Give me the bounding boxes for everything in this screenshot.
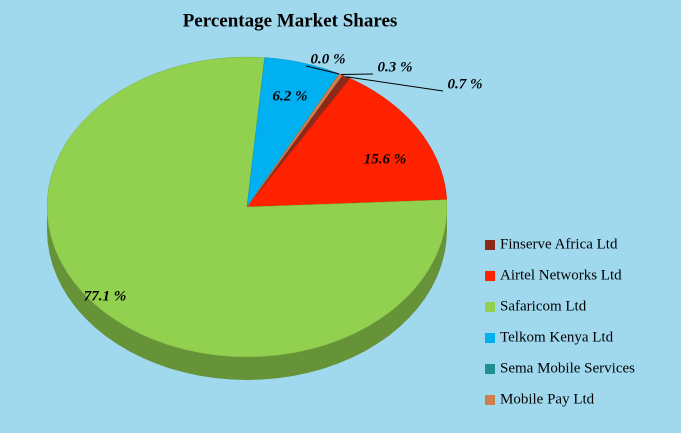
leader-line — [340, 73, 374, 76]
legend-swatch — [485, 333, 495, 343]
value-label: 15.6 % — [364, 151, 407, 167]
legend-swatch — [485, 302, 495, 312]
leader-line — [305, 65, 340, 75]
legend-swatch — [485, 240, 495, 250]
value-label: 0.7 % — [448, 76, 483, 92]
value-label: 0.3 % — [378, 59, 413, 75]
legend-label: Sema Mobile Services — [500, 360, 635, 376]
legend-label: Airtel Networks Ltd — [500, 267, 622, 283]
legend-swatch — [485, 364, 495, 374]
slice — [246, 74, 351, 208]
chart-title: Percentage Market Shares — [183, 10, 398, 31]
value-label: 6.2 % — [273, 88, 308, 104]
legend-label: Safaricom Ltd — [500, 298, 587, 314]
legend-swatch — [485, 395, 495, 405]
legend-label: Finserve Africa Ltd — [500, 236, 618, 252]
slice — [246, 57, 340, 208]
slice — [246, 78, 448, 208]
legend-swatch — [485, 271, 495, 281]
legend-label: Telkom Kenya Ltd — [500, 329, 614, 345]
value-label: 77.1 % — [84, 288, 127, 304]
leader-line — [346, 76, 444, 92]
legend-label: Mobile Pay Ltd — [500, 391, 595, 407]
value-label: 0.0 % — [311, 51, 346, 67]
